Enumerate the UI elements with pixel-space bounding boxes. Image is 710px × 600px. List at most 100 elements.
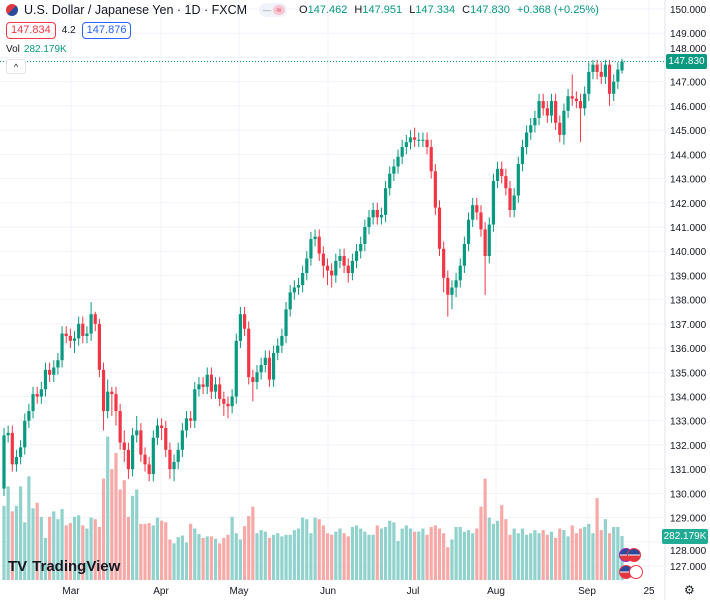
symbol-title[interactable]: U.S. Dollar / Japanese Yen · 1D · FXCM [24,3,248,17]
volume-bar [549,531,554,580]
candle-body [475,205,479,213]
candle-body [338,256,342,261]
volume-bar [296,528,301,580]
legend-toggle[interactable]: — ≈ [259,3,288,17]
candle-body [193,389,197,421]
volume-bar [392,522,396,580]
volume-bar [354,525,359,580]
volume-bar [330,534,334,580]
volume-bar [197,534,201,580]
candle-body [612,81,616,94]
volume-bar [14,505,19,580]
candle-body [126,449,131,470]
price-tick-label: 145.000 [670,126,707,137]
us-event-flag-icon[interactable] [627,548,641,562]
candle-body [68,335,72,341]
volume-bar [18,486,23,580]
tradingview-mark-icon: TV [8,558,28,575]
volume-bar [213,538,218,580]
candle-body [413,137,417,140]
volume-bar [570,525,574,580]
candle-body [396,156,400,167]
candle-body [218,384,222,399]
candle-body [77,323,81,339]
volume-value: 282.179K [23,44,67,55]
close-label: C [462,4,471,16]
candle-body [562,110,566,135]
volume-bar [375,525,379,580]
volume-bar [31,508,35,580]
last-price-label: 147.830 [666,54,707,69]
volume-bar [126,516,131,580]
candle-body [160,425,164,429]
candle-body [267,357,272,380]
toggle-right[interactable]: ≈ [273,5,286,15]
toggle-left[interactable]: — [262,5,272,15]
volume-bar [139,523,143,580]
candle-body [599,71,603,77]
volume-bar [218,543,222,580]
volume-bar [317,519,321,580]
volume-bar [130,495,135,580]
sell-button[interactable]: 147.834 [6,22,56,39]
price-tick-label: 140.000 [670,247,707,258]
volume-bar [72,516,77,580]
collapse-legend-button[interactable]: ^ [6,59,26,74]
candle-body [64,333,68,336]
low-value: 147.334 [415,4,456,16]
symbol-legend[interactable]: U.S. Dollar / Japanese Yen · 1D · FXCM —… [6,3,603,17]
high-label: H [354,4,363,16]
volume-bar [64,525,68,580]
dividend-event-icon[interactable] [629,565,643,579]
trade-panel: 147.834 4.2 147.876 [6,22,132,39]
time-axis[interactable]: Mar Apr May Jun Jul Aug Sep 25 [62,586,655,597]
price-tick-label: 128.000 [670,546,707,557]
volume-bar [350,526,355,580]
price-axis[interactable]: 150.000 149.000 148.000 147.000 146.000 145.0… [670,5,707,573]
volume-bar [520,528,525,580]
volume-bar [10,511,14,580]
settings-icon[interactable]: ⚙ [684,583,695,597]
candle-body [6,432,10,436]
candle-body [176,449,180,462]
candle-body [301,272,305,286]
volume-bar [101,478,106,580]
candle-body [570,96,574,99]
volume-bar [305,519,309,580]
price-tick-label: 127.000 [670,562,707,573]
candle-body [504,176,508,189]
volume-bar [429,526,433,580]
candle-body [479,212,483,230]
volume-bar [612,526,616,580]
grid-lines [0,0,666,600]
price-tick-label: 136.000 [670,344,707,355]
volume-bar [607,533,612,580]
tradingview-logo[interactable]: TV TradingView [8,558,120,575]
candle-body [296,285,301,288]
candle-body [317,236,321,254]
candle-body [425,139,429,148]
candle-body [197,384,201,390]
volume-bar [367,534,371,580]
candle-body [620,61,624,71]
volume-legend[interactable]: Vol 282.179K [6,44,67,55]
volume-bar [587,523,591,580]
volume-bar [433,525,437,580]
volume-bar [591,533,595,580]
candle-body [458,265,462,281]
candle-body [483,229,487,257]
buy-button[interactable]: 147.876 [81,22,132,39]
candle-body [168,449,172,470]
candle-body [462,243,466,266]
candle-body [313,236,317,240]
chevron-up-icon: ^ [13,62,19,72]
volume-bar [537,533,541,580]
candle-body [135,430,139,436]
candle-body [495,168,500,181]
candle-body [595,64,599,72]
candle-body [437,207,442,249]
change-value: +0.368 (+0.25%) [516,4,599,16]
volume-bar [251,506,255,580]
low-label: L [409,4,416,16]
